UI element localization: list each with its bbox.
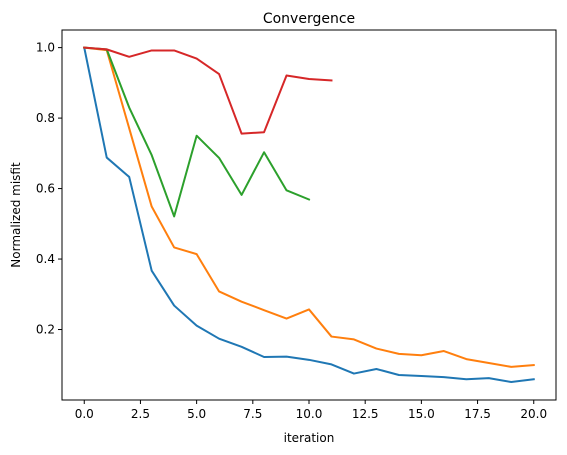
- x-axis-ticks: 0.0 2.5 5.0 7.5 10.0 12.5 15.0 17.5 20.0: [75, 400, 547, 421]
- y-axis-title: Normalized misfit: [9, 162, 23, 268]
- plot-area: 0.0 2.5 5.0 7.5 10.0 12.5 15.0 17.5 20.0 0.20.40…: [36, 29, 557, 421]
- x-tick-label: 0.0: [75, 407, 94, 421]
- x-axis-title: iteration: [284, 431, 335, 445]
- y-tick-label: 0.8: [36, 111, 55, 125]
- series-layer: [83, 46, 535, 384]
- y-tick-label: 0.2: [36, 323, 55, 337]
- x-tick-label: 10.0: [296, 407, 323, 421]
- x-tick-label: 17.5: [464, 407, 491, 421]
- x-tick-label: 15.0: [408, 407, 435, 421]
- y-tick-label: 0.6: [36, 182, 55, 196]
- y-axis-ticks: 0.2 0.4 0.6 0.8 1.0: [36, 41, 62, 337]
- series-line-4: [83, 46, 333, 135]
- series-line-3: [83, 46, 311, 218]
- x-tick-label: 7.5: [243, 407, 262, 421]
- x-tick-label: 20.0: [520, 407, 547, 421]
- series-line-1: [83, 46, 535, 384]
- y-tick-label: 0.4: [36, 252, 55, 266]
- series-line-2: [83, 46, 535, 368]
- chart-title: Convergence: [263, 11, 355, 27]
- x-tick-label: 12.5: [352, 407, 379, 421]
- x-tick-label: 2.5: [131, 407, 150, 421]
- y-tick-label: 1.0: [36, 41, 55, 55]
- x-tick-label: 5.0: [187, 407, 206, 421]
